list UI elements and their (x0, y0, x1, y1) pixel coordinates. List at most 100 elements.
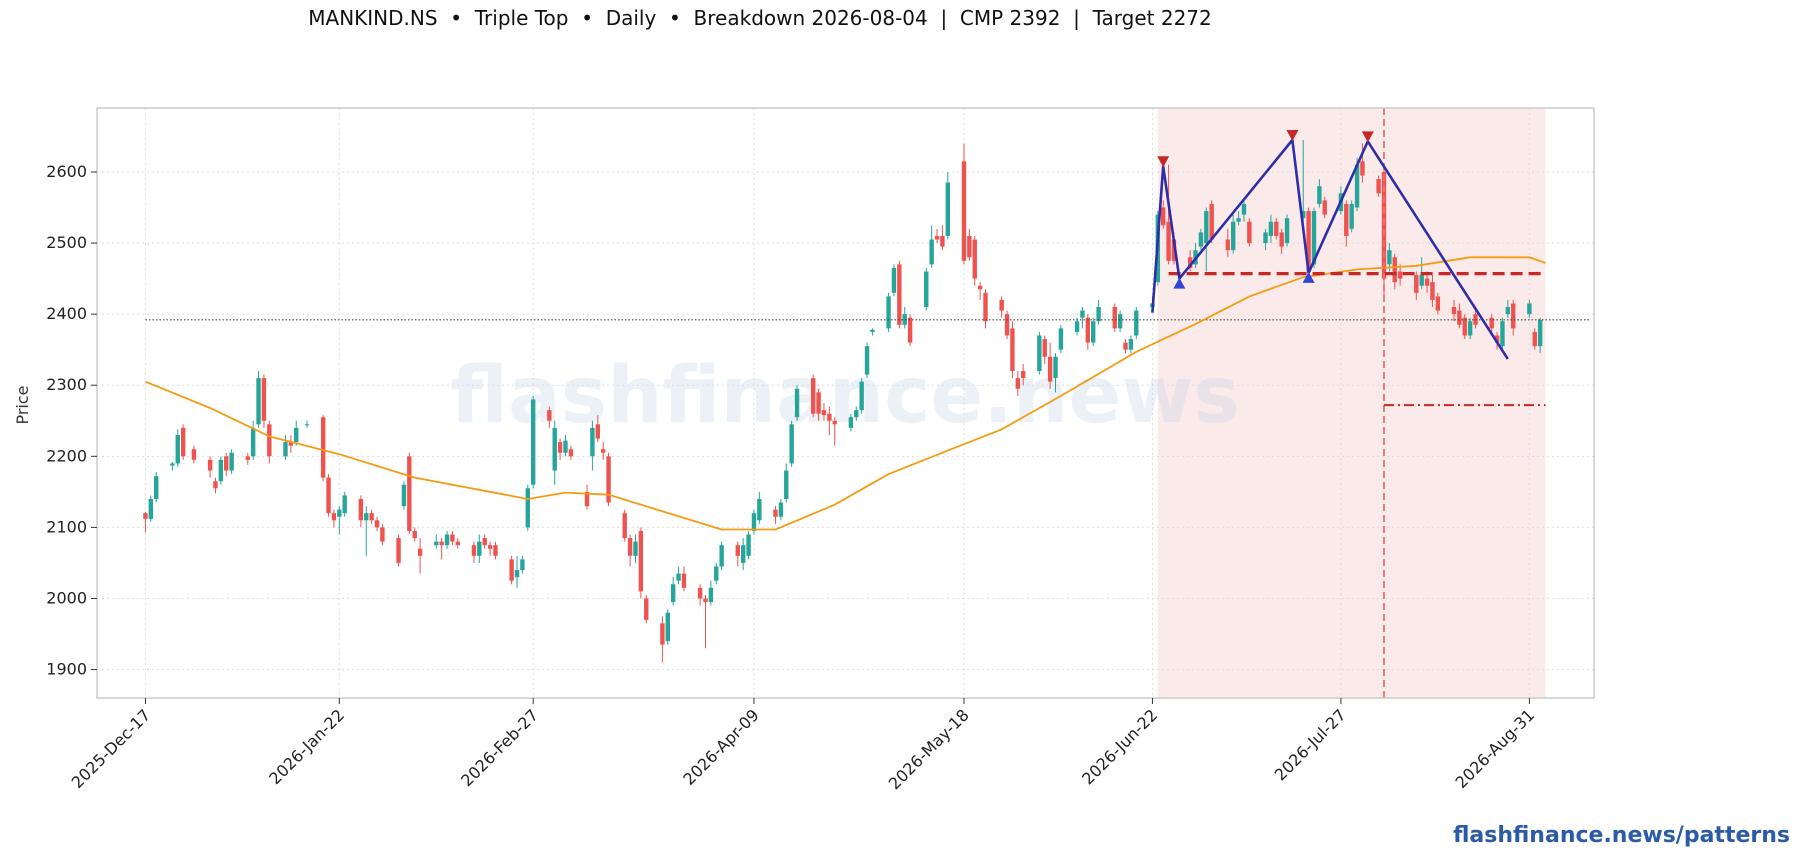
candle-body (417, 548, 423, 556)
candle-body (676, 573, 681, 581)
candle-body (1021, 371, 1026, 379)
candle (633, 534, 638, 563)
candle (681, 566, 687, 592)
candle (714, 562, 719, 585)
candle (337, 506, 342, 535)
candle (757, 491, 762, 524)
candle-body (342, 495, 347, 514)
candle (1284, 214, 1290, 247)
y-tick-label: 1900 (46, 660, 87, 679)
candle-body (934, 235, 940, 240)
candle-body (143, 513, 148, 519)
candle-body (1042, 339, 1047, 357)
candle-body (1344, 203, 1349, 236)
candle-body (568, 449, 574, 457)
candle (1236, 211, 1241, 226)
candle-body (1080, 310, 1085, 318)
candle-body (886, 296, 891, 329)
candle (557, 438, 563, 460)
candle (622, 509, 627, 542)
candle-body (1457, 310, 1462, 325)
candle (773, 506, 778, 524)
candle-body (1527, 303, 1532, 315)
candle (487, 541, 493, 556)
candle-body (1322, 200, 1327, 215)
candle-body (477, 541, 482, 556)
candle-body (1166, 221, 1171, 261)
candle (967, 228, 972, 261)
candle-body (832, 420, 837, 425)
candle-body (816, 392, 821, 414)
candle-body (644, 598, 649, 620)
candle (1376, 175, 1381, 197)
candle-body (514, 570, 520, 578)
candle (1500, 317, 1505, 350)
candle-body (1074, 321, 1080, 332)
candle-body (444, 534, 450, 546)
candle-body (455, 541, 460, 546)
candle-body (1225, 239, 1231, 251)
candle (434, 534, 439, 549)
candle (364, 506, 369, 556)
candle-body (751, 513, 757, 531)
chart-title: MANKIND.NS • Triple Top • Daily • Breakd… (308, 6, 1212, 30)
candle (1457, 303, 1462, 329)
plot-frame (96, 107, 1595, 699)
peak-marker (1286, 129, 1299, 141)
candle (1021, 363, 1026, 386)
candle-body (1171, 239, 1177, 261)
candle (256, 371, 261, 428)
candle (514, 555, 520, 588)
candle (746, 530, 751, 560)
candle (1037, 331, 1042, 375)
candle (864, 342, 870, 379)
x-tick-label: 2026-Jan-22 (265, 705, 348, 788)
candle-body (1204, 211, 1209, 244)
candle (148, 495, 154, 522)
candle (606, 452, 611, 507)
candle-body (407, 456, 412, 531)
peak-marker (1157, 156, 1170, 168)
candle-body (471, 545, 477, 556)
candle-body (180, 427, 186, 457)
candle-body (789, 424, 794, 464)
candle (1128, 335, 1134, 354)
candle-body (245, 456, 250, 460)
candle (891, 264, 897, 297)
y-axis-label: Price (13, 385, 32, 424)
candle (288, 434, 294, 453)
candle (670, 577, 676, 606)
candle-body (784, 470, 789, 499)
candle (320, 415, 326, 482)
candle-body (757, 498, 762, 521)
candle (154, 471, 159, 503)
candle-body (557, 442, 563, 453)
candle (1096, 299, 1101, 325)
candle (218, 456, 224, 485)
candle-body (358, 498, 364, 521)
candle-body (714, 566, 719, 581)
candle-body (600, 449, 606, 453)
candle (568, 445, 574, 460)
candle-body (1247, 221, 1252, 244)
candle-body (633, 541, 638, 556)
x-tick-label: 2026-Jul-27 (1271, 705, 1350, 784)
candle-body (250, 427, 256, 457)
x-tick-label: 2026-May-18 (885, 705, 973, 793)
brand-link[interactable]: flashfinance.news/patterns (1453, 823, 1790, 848)
candle-body (401, 484, 407, 507)
candle (477, 534, 482, 563)
candle-body (1274, 221, 1279, 236)
candle (1511, 299, 1516, 336)
candle (331, 509, 337, 528)
candle-body (1419, 275, 1424, 286)
candle-body (1004, 314, 1010, 336)
candle (1467, 317, 1473, 340)
candle (1123, 339, 1128, 354)
candle (1166, 164, 1171, 265)
candle (1414, 271, 1419, 300)
candle (482, 534, 487, 549)
candle (170, 462, 175, 471)
candle (940, 225, 945, 251)
candle (213, 477, 218, 494)
